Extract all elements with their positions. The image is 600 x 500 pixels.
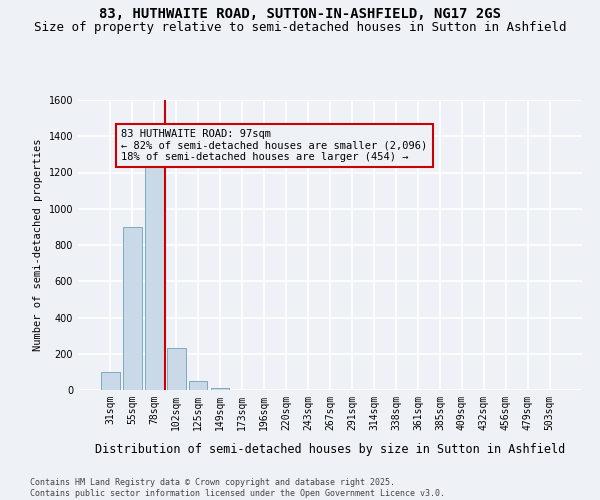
Bar — [167, 348, 185, 390]
Text: 83 HUTHWAITE ROAD: 97sqm
← 82% of semi-detached houses are smaller (2,096)
18% o: 83 HUTHWAITE ROAD: 97sqm ← 82% of semi-d… — [121, 129, 427, 162]
Bar — [123, 227, 142, 390]
Bar — [211, 388, 229, 390]
Text: Size of property relative to semi-detached houses in Sutton in Ashfield: Size of property relative to semi-detach… — [34, 21, 566, 34]
Text: 83, HUTHWAITE ROAD, SUTTON-IN-ASHFIELD, NG17 2GS: 83, HUTHWAITE ROAD, SUTTON-IN-ASHFIELD, … — [99, 8, 501, 22]
Bar — [101, 372, 119, 390]
Text: Contains HM Land Registry data © Crown copyright and database right 2025.
Contai: Contains HM Land Registry data © Crown c… — [30, 478, 445, 498]
Y-axis label: Number of semi-detached properties: Number of semi-detached properties — [33, 138, 43, 352]
Bar — [145, 165, 164, 390]
Text: Distribution of semi-detached houses by size in Sutton in Ashfield: Distribution of semi-detached houses by … — [95, 442, 565, 456]
Bar — [189, 381, 208, 390]
